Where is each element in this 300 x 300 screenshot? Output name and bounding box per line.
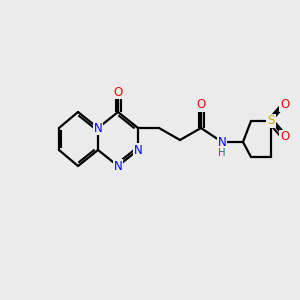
Text: N: N (218, 136, 226, 148)
Text: O: O (280, 130, 290, 143)
Text: O: O (113, 85, 123, 98)
Text: O: O (280, 98, 290, 112)
Text: S: S (267, 115, 275, 128)
Text: H: H (218, 148, 226, 158)
Text: N: N (134, 143, 142, 157)
Text: N: N (114, 160, 122, 172)
Text: N: N (94, 122, 102, 134)
Text: O: O (196, 98, 206, 112)
